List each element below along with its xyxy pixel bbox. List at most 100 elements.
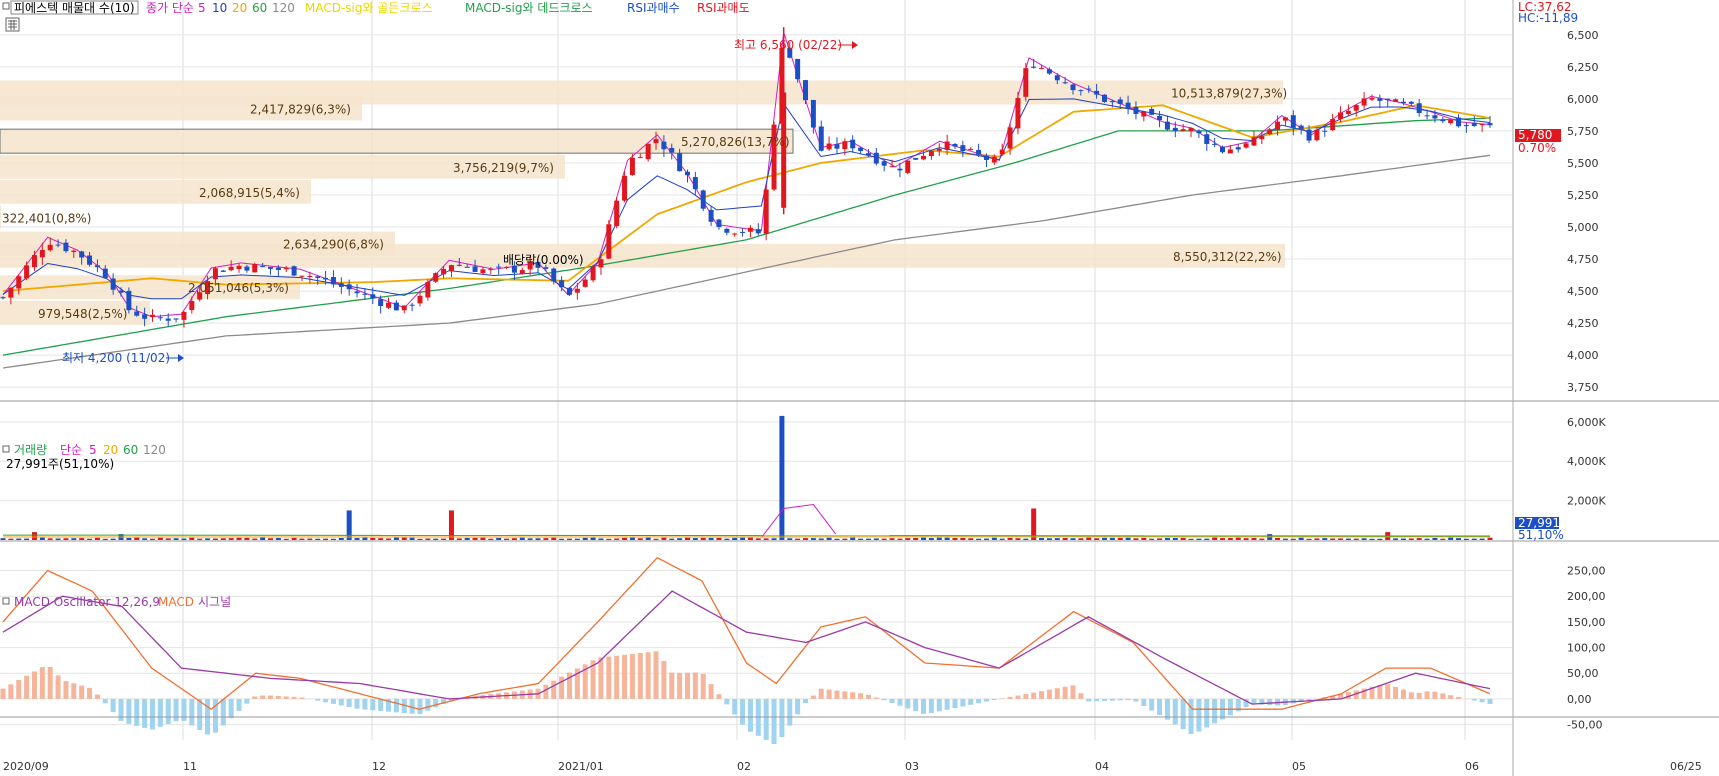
time-tick: 06/25 <box>1670 760 1702 773</box>
macd-oscillator-bar <box>1251 698 1257 705</box>
volume-legend[interactable]: 거래량 단순 5 20 60 120 27,991주(51,10%) <box>2 443 166 471</box>
macd-oscillator-bar <box>291 696 297 699</box>
price-tick: 4,250 <box>1567 317 1599 330</box>
volume-bar <box>1070 538 1076 540</box>
macd-legend[interactable]: MACD Oscillator 12,26,9 MACD 시그널 <box>2 595 231 609</box>
volume-bar <box>519 537 525 540</box>
candle-body <box>0 297 6 299</box>
volume-bar <box>464 537 470 540</box>
volume-profile-band <box>0 154 565 179</box>
volume-bar <box>1369 538 1375 540</box>
current-pct: 0.70% <box>1518 141 1556 155</box>
candle-body <box>818 126 824 151</box>
macd-oscillator-bar <box>913 698 919 712</box>
macd-oscillator-bar <box>551 680 557 699</box>
macd-oscillator-bar <box>134 698 140 726</box>
volume-bar <box>87 538 93 540</box>
candle-body <box>456 264 462 266</box>
legend-title-box[interactable] <box>10 0 139 15</box>
volume-profile-band <box>0 96 362 121</box>
macd-tick: 50,00 <box>1567 667 1599 680</box>
macd-oscillator-bar <box>684 672 690 699</box>
candle-body <box>1015 98 1021 129</box>
macd-oscillator-bar <box>378 698 384 711</box>
macd-oscillator-bar <box>323 698 329 703</box>
macd-oscillator-bar <box>574 668 580 699</box>
volume-bar <box>252 538 258 540</box>
volume-bar <box>614 538 620 540</box>
candle-body <box>504 266 510 268</box>
macd-oscillator-bar <box>157 698 163 727</box>
volume-bar <box>936 537 942 540</box>
legend-dead: MACD-sig와 데드크로스 <box>465 1 593 15</box>
volume-bar <box>433 538 439 540</box>
volume-bar <box>566 538 572 540</box>
macd-oscillator-bar <box>747 698 753 732</box>
macd-legend-toggle[interactable] <box>2 597 10 605</box>
volume-bar <box>999 538 1005 540</box>
candle-body <box>535 261 541 268</box>
macd-oscillator-bar <box>1031 692 1037 699</box>
volume-bar <box>1353 538 1359 540</box>
macd-oscillator-bar <box>826 689 832 699</box>
macd-oscillator-bar <box>740 698 746 725</box>
macd-oscillator-bar <box>590 660 596 699</box>
macd-oscillator-bar <box>24 675 30 699</box>
candle-body <box>1282 117 1288 121</box>
macd-oscillator-bar <box>1377 684 1383 699</box>
volume-ma5 <box>760 504 837 538</box>
ma5-line <box>2 32 1491 318</box>
macd-oscillator-bar <box>732 698 738 715</box>
volume-bar <box>307 538 313 540</box>
macd-oscillator-bar <box>260 695 266 699</box>
candle-body <box>228 266 234 271</box>
macd-oscillator-bar <box>598 657 604 699</box>
volume-bar <box>275 538 281 540</box>
volume-bar <box>496 537 502 540</box>
candle-body <box>1023 68 1029 97</box>
price-legend[interactable]: 피에스텍 매물대 수(10) 종가 단순 5 10 20 60 120 MACD… <box>2 0 750 32</box>
volume-bar <box>645 537 651 540</box>
lc-value: LC:37,62 <box>1518 0 1571 14</box>
candle-body <box>401 305 407 311</box>
macd-oscillator-bar <box>865 694 871 699</box>
macd-oscillator-bar <box>983 698 989 702</box>
macd-oscillator-bar <box>1149 698 1155 711</box>
volume-bar <box>228 538 234 540</box>
volume-bar <box>842 538 848 540</box>
macd-oscillator-bar <box>236 698 242 711</box>
volume-bar <box>865 538 871 540</box>
legend-rsi-buy: RSI과매수 <box>627 1 680 15</box>
macd-oscillator-bar <box>220 698 226 726</box>
candle-body <box>441 268 447 275</box>
price-axis: 6,500 6,250 6,000 5,750 5,500 5,250 5,000 4,750… <box>1567 29 1599 394</box>
volume-legend-ma20: 20 <box>103 443 118 457</box>
macd-oscillator-bar <box>1046 689 1052 699</box>
macd-oscillator-bar <box>1227 698 1233 716</box>
volume-bar <box>417 538 423 540</box>
macd-oscillator-bar <box>842 691 848 699</box>
candle-body <box>1164 121 1170 130</box>
candle-body <box>897 168 903 171</box>
candle-body <box>795 58 801 80</box>
time-tick: 11 <box>183 760 197 773</box>
candle-body <box>1456 117 1462 127</box>
volume-bar <box>1282 538 1288 540</box>
candle-body <box>590 266 596 281</box>
candle-body <box>708 209 714 222</box>
current-price: 5,780 <box>1518 128 1552 142</box>
macd-oscillator-bar <box>952 698 958 709</box>
macd-oscillator-bar <box>1204 698 1210 728</box>
volume-bar <box>291 537 297 540</box>
candle-body <box>779 47 785 124</box>
macd-oscillator-bar <box>724 698 730 705</box>
volume-legend-toggle[interactable] <box>2 445 10 453</box>
volume-profile-label: 2,417,829(6,3%) <box>250 102 351 116</box>
macd-oscillator-bar <box>252 696 258 699</box>
legend-toggle[interactable] <box>2 2 10 10</box>
macd-oscillator-bar <box>708 684 714 699</box>
candle-body <box>362 293 368 295</box>
candle-body <box>118 290 124 293</box>
